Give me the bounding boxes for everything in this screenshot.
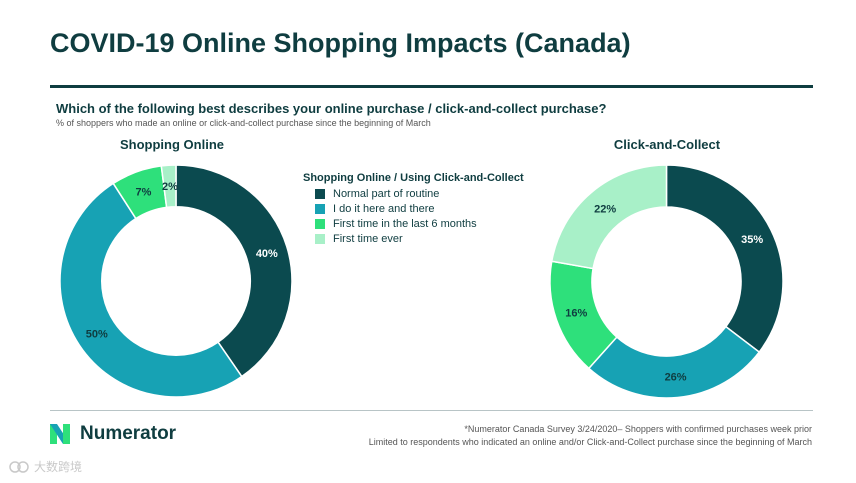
slice-label: 35% (741, 234, 763, 246)
donut-slice (59, 182, 243, 398)
legend-swatch (315, 188, 325, 199)
header-divider (50, 85, 813, 88)
legend-item: Normal part of routine (303, 186, 524, 201)
page-title: COVID-19 Online Shopping Impacts (Canada… (50, 28, 631, 58)
legend-swatch (315, 233, 325, 244)
slice-label: 26% (665, 372, 687, 384)
numerator-logo-icon (50, 424, 70, 444)
footnote-survey: *Numerator Canada Survey 3/24/2020– Shop… (464, 424, 812, 434)
legend-swatch (315, 218, 325, 229)
slice-label: 22% (594, 203, 616, 215)
logo-text: Numerator (80, 423, 177, 444)
donut-slice (550, 164, 668, 270)
legend-swatch (315, 203, 325, 214)
footer-divider (50, 410, 813, 411)
chart-title-click-and-collect: Click-and-Collect (613, 137, 721, 152)
footnote-limited: Limited to respondents who indicated an … (368, 437, 812, 447)
slice-label: 16% (565, 308, 587, 320)
legend-label: I do it here and there (333, 202, 435, 215)
watermark: 大数跨境 (8, 458, 82, 475)
watermark-icon (9, 460, 29, 473)
slice-label: 50% (86, 329, 108, 341)
slice-label: 2% (162, 181, 178, 193)
donut-slice (175, 164, 293, 378)
survey-subtitle: % of shoppers who made an online or clic… (56, 118, 431, 128)
legend-item: I do it here and there (303, 201, 524, 216)
slice-label: 7% (136, 187, 152, 199)
numerator-logo: Numerator (48, 422, 176, 446)
legend-label: First time in the last 6 months (333, 217, 477, 230)
donut-slice (160, 164, 177, 209)
slice-label: 40% (256, 248, 278, 260)
survey-question: Which of the following best describes yo… (56, 101, 607, 116)
legend-label: Normal part of routine (333, 187, 440, 200)
legend-label: First time ever (333, 232, 403, 245)
donut-chart-shopping-online: 40% 50% 7% 2% (59, 164, 293, 398)
legend-item: First time ever (303, 231, 524, 246)
legend-item: First time in the last 6 months (303, 216, 524, 231)
watermark-text: 大数跨境 (34, 460, 83, 474)
donut-chart-click-and-collect: 35% 26% 16% 22% (549, 164, 784, 399)
chart-title-shopping-online: Shopping Online (120, 137, 224, 152)
donut-slice (665, 164, 784, 354)
chart-legend: Shopping Online / Using Click-and-Collec… (303, 172, 524, 246)
legend-title: Shopping Online / Using Click-and-Collec… (303, 172, 524, 184)
